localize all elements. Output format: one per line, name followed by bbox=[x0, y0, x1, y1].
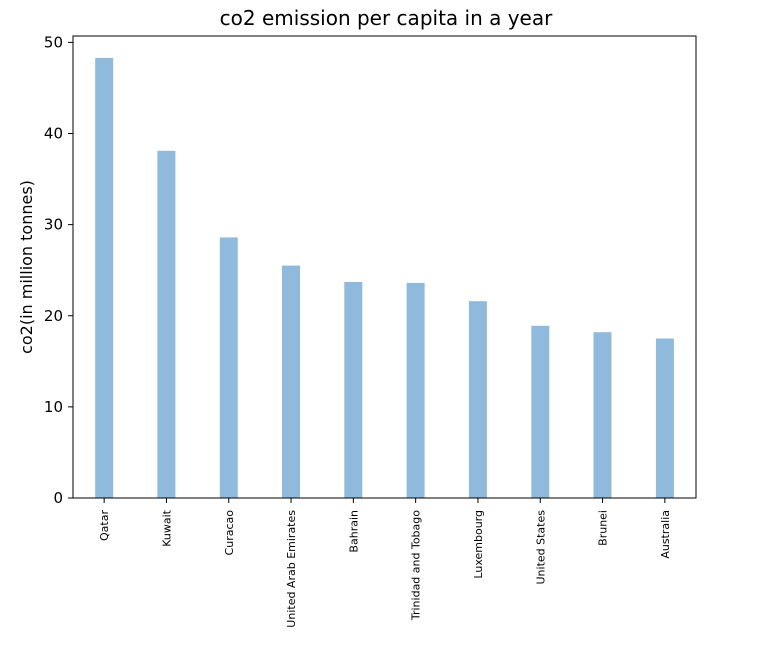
x-tick-label: Brunei bbox=[597, 510, 610, 546]
bar-qatar bbox=[95, 57, 114, 499]
plot-frame bbox=[72, 35, 697, 499]
bar-bahrain bbox=[344, 282, 363, 498]
y-axis-label: co2(in million tonnes) bbox=[17, 180, 36, 354]
y-tick-label: 30 bbox=[44, 216, 63, 234]
x-tick-label: United Arab Emirates bbox=[285, 510, 298, 628]
y-tick-label: 50 bbox=[44, 33, 63, 51]
x-tick-label: Kuwait bbox=[160, 509, 173, 546]
y-tick-label: 20 bbox=[44, 307, 63, 325]
y-tick-label: 10 bbox=[44, 398, 63, 416]
y-tick-label: 40 bbox=[44, 125, 63, 143]
x-tick-label: Luxembourg bbox=[472, 510, 485, 579]
bar-kuwait bbox=[157, 150, 176, 499]
y-tick-label: 0 bbox=[53, 489, 63, 507]
x-tick-label: Curacao bbox=[223, 510, 236, 556]
bar-united-arab-emirates bbox=[282, 265, 300, 498]
x-axis: Qatar Kuwait Curacao United Arab Emirates Ba… bbox=[98, 498, 672, 628]
bar-australia bbox=[655, 338, 674, 498]
x-tick-label: Australia bbox=[659, 510, 672, 559]
bar-luxembourg bbox=[468, 301, 487, 498]
bars-group bbox=[95, 57, 674, 499]
x-tick-label: Bahrain bbox=[347, 510, 360, 553]
bar-united-states bbox=[531, 325, 550, 498]
bar-trinidad-and-tobago bbox=[406, 282, 425, 498]
y-axis: 0 10 20 30 40 50 bbox=[44, 33, 73, 507]
chart-title: co2 emission per capita in a year bbox=[220, 6, 553, 30]
x-tick-label: Qatar bbox=[98, 510, 111, 541]
bar-brunei bbox=[593, 332, 612, 498]
x-tick-label: Trinidad and Tobago bbox=[410, 510, 423, 621]
bar-curacao bbox=[219, 237, 238, 498]
x-tick-label: United States bbox=[534, 510, 547, 585]
